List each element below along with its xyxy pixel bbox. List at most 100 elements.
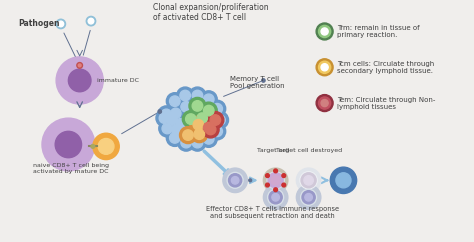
Circle shape [209, 123, 226, 140]
Circle shape [167, 105, 184, 122]
Circle shape [56, 19, 65, 29]
Circle shape [205, 124, 216, 135]
Circle shape [56, 57, 103, 104]
Circle shape [264, 168, 288, 193]
Circle shape [203, 122, 214, 133]
Circle shape [209, 100, 226, 117]
Circle shape [316, 95, 333, 112]
Circle shape [170, 96, 180, 106]
Circle shape [211, 112, 228, 129]
Circle shape [200, 91, 217, 108]
Circle shape [231, 177, 239, 184]
Circle shape [194, 129, 205, 139]
Circle shape [194, 129, 205, 139]
Circle shape [181, 137, 191, 148]
Text: Target cell destroyed: Target cell destroyed [275, 148, 342, 153]
Circle shape [158, 110, 162, 113]
Circle shape [274, 188, 277, 192]
Circle shape [267, 172, 284, 189]
Text: Tem: Circulate through Non-
lymphoid tissues: Tem: Circulate through Non- lymphoid tis… [337, 97, 435, 110]
Text: Effector CD8+ T cells immune response
and subsequent retraction and death: Effector CD8+ T cells immune response an… [206, 206, 339, 219]
Circle shape [181, 102, 191, 112]
Circle shape [58, 21, 64, 27]
Circle shape [265, 174, 269, 177]
Circle shape [193, 120, 204, 130]
Circle shape [319, 61, 331, 73]
Circle shape [207, 112, 224, 129]
Text: Memory T cell
Pool generation: Memory T cell Pool generation [230, 76, 285, 89]
Circle shape [300, 172, 317, 189]
Circle shape [159, 120, 176, 137]
Circle shape [268, 173, 283, 188]
Circle shape [86, 16, 96, 26]
Circle shape [170, 133, 180, 143]
Circle shape [189, 134, 206, 151]
Circle shape [167, 115, 177, 125]
Circle shape [194, 110, 210, 127]
Text: Trm: remain in tissue of
primary reaction.: Trm: remain in tissue of primary reactio… [337, 25, 419, 38]
Circle shape [330, 167, 356, 194]
Circle shape [156, 110, 173, 127]
Circle shape [271, 176, 280, 185]
Circle shape [321, 28, 328, 35]
Circle shape [189, 98, 206, 114]
Circle shape [202, 121, 219, 138]
Circle shape [223, 168, 247, 193]
Circle shape [200, 119, 217, 136]
Circle shape [182, 111, 199, 128]
Circle shape [321, 99, 328, 107]
Circle shape [212, 104, 222, 114]
Circle shape [207, 112, 224, 129]
Circle shape [200, 102, 217, 119]
Circle shape [189, 98, 206, 114]
Circle shape [203, 122, 214, 133]
Circle shape [180, 127, 197, 144]
Circle shape [162, 123, 173, 134]
Circle shape [336, 173, 351, 188]
Circle shape [77, 63, 82, 68]
Circle shape [301, 189, 317, 205]
Circle shape [203, 105, 214, 116]
Circle shape [197, 113, 208, 123]
Circle shape [192, 101, 203, 111]
Circle shape [172, 124, 182, 135]
Circle shape [186, 114, 196, 124]
Circle shape [304, 176, 313, 185]
Circle shape [319, 25, 331, 38]
Circle shape [210, 115, 220, 125]
Circle shape [161, 109, 172, 120]
Circle shape [200, 102, 217, 119]
Circle shape [269, 191, 282, 204]
Circle shape [171, 108, 181, 119]
Circle shape [180, 127, 197, 144]
Circle shape [200, 130, 217, 147]
Circle shape [98, 138, 114, 154]
Circle shape [186, 114, 196, 124]
Circle shape [183, 130, 193, 140]
Text: Tcm cells: Circulate through
secondary lymphoid tissue.: Tcm cells: Circulate through secondary l… [337, 61, 434, 74]
Circle shape [264, 185, 288, 210]
Text: Clonal expansion/proliferation
of activated CD8+ T cell: Clonal expansion/proliferation of activa… [153, 3, 269, 22]
Circle shape [272, 194, 279, 201]
Circle shape [265, 183, 269, 187]
Circle shape [215, 115, 225, 125]
Circle shape [316, 59, 333, 76]
Circle shape [262, 79, 265, 82]
Circle shape [178, 98, 195, 115]
Circle shape [190, 116, 207, 133]
Circle shape [268, 189, 283, 205]
Text: naive CD8+ T cell being
activated by mature DC: naive CD8+ T cell being activated by mat… [33, 163, 109, 174]
Circle shape [168, 121, 185, 138]
Circle shape [192, 90, 203, 101]
Circle shape [158, 106, 175, 123]
Circle shape [182, 111, 199, 128]
Circle shape [228, 174, 242, 187]
Circle shape [55, 131, 82, 158]
Circle shape [175, 119, 186, 129]
Circle shape [249, 179, 252, 182]
Circle shape [166, 93, 183, 110]
Circle shape [210, 115, 220, 125]
Circle shape [282, 174, 286, 177]
Circle shape [319, 97, 331, 109]
Circle shape [164, 112, 181, 129]
